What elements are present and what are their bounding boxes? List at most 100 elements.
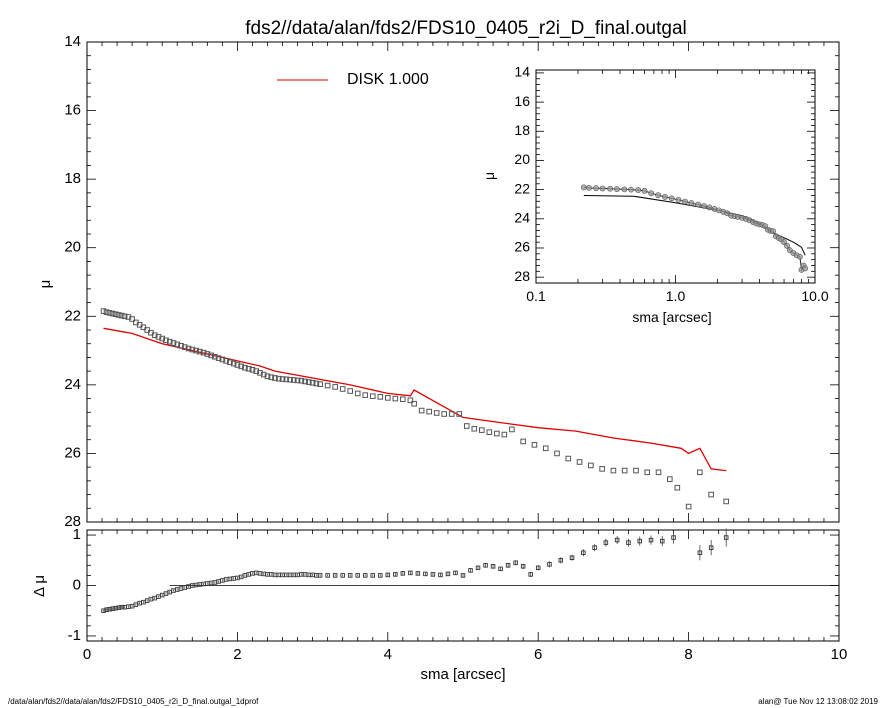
residual-marker	[347, 573, 353, 578]
residual-point	[445, 571, 451, 577]
inset-profile-point	[802, 265, 809, 272]
residual-point	[101, 608, 106, 613]
residual-point	[302, 572, 308, 577]
main-y-tick-label: 18	[64, 170, 81, 187]
residual-marker	[660, 538, 665, 544]
residual-marker	[592, 545, 597, 550]
main-y-tick-label: 24	[64, 376, 81, 393]
residual-point	[163, 591, 169, 596]
residual-point	[152, 595, 157, 601]
inset-x-tick-label: 0.1	[526, 288, 546, 304]
residual-point	[242, 573, 248, 578]
profile-point	[400, 396, 406, 403]
main-y-tick-label: 28	[64, 513, 81, 530]
profile-point	[411, 400, 417, 407]
inset-y-axis-label: μ	[481, 172, 497, 180]
residual-point	[156, 594, 161, 599]
inset-profile-point	[621, 186, 628, 193]
residual-point	[250, 571, 255, 576]
residual-point	[119, 604, 124, 610]
residual-point	[137, 600, 142, 606]
residual-point	[558, 557, 564, 564]
profile-point	[633, 467, 639, 474]
profile-point	[287, 376, 293, 383]
residual-point	[272, 572, 278, 578]
residual-point	[325, 573, 330, 578]
profile-point	[181, 344, 188, 350]
inset-profile-point	[701, 203, 707, 209]
main-x-axis-label: sma [arcsec]	[420, 666, 505, 683]
residual-marker	[317, 573, 323, 578]
residual-point	[238, 574, 244, 580]
profile-point	[588, 462, 594, 469]
profile-point	[112, 311, 119, 318]
x-tick-label: 6	[534, 646, 542, 663]
residual-point	[423, 571, 428, 577]
residual-point	[205, 581, 210, 586]
residual-point	[295, 572, 300, 578]
footer-file-path: /data/alan/fds2//data/alan/fds2/FDS10_04…	[8, 697, 259, 706]
profile-point	[599, 466, 605, 472]
disk-model-line	[103, 327, 727, 472]
inset-profile-point	[648, 190, 655, 197]
residual-point	[483, 563, 488, 568]
residual-marker	[116, 605, 121, 610]
residual-point	[116, 605, 121, 610]
inset-observed-series	[580, 184, 809, 273]
x-tick-label: 8	[684, 646, 692, 663]
residual-point	[159, 592, 165, 598]
residual-point	[291, 572, 297, 578]
profile-point	[441, 411, 447, 417]
profile-point	[369, 393, 376, 399]
profile-point	[253, 368, 259, 374]
profile-point	[257, 370, 263, 376]
residual-point	[430, 572, 436, 577]
legend-label: DISK 1.000	[347, 71, 429, 88]
profile-point	[407, 397, 414, 404]
residual-marker	[362, 573, 368, 578]
residual-marker	[332, 573, 338, 578]
residual-marker	[468, 568, 473, 573]
main-profile-panel: 14 16 18 20 22 24 26 28 μ DISK 1.000	[37, 33, 840, 530]
residual-point	[370, 573, 376, 578]
profile-point	[185, 345, 192, 352]
residual-point	[133, 602, 139, 607]
x-tick-label: 2	[233, 646, 241, 663]
residual-point	[148, 596, 154, 602]
residual-marker	[569, 555, 575, 561]
residual-point	[378, 573, 383, 578]
residual-point	[110, 606, 115, 611]
profile-point	[377, 394, 384, 400]
profile-point	[298, 377, 305, 384]
residual-point	[535, 565, 541, 571]
residual-point	[171, 588, 176, 593]
profile-point	[294, 377, 301, 384]
x-tick-label: 0	[83, 646, 91, 663]
residual-point	[193, 582, 199, 588]
profile-point	[667, 476, 673, 482]
residual-point	[528, 571, 533, 577]
residual-marker	[603, 540, 609, 545]
residual-point	[167, 589, 172, 595]
inset-profile-point	[613, 186, 620, 192]
residual-point	[104, 607, 109, 612]
residual-point	[257, 571, 263, 576]
residual-point	[408, 570, 413, 576]
residual-point	[306, 572, 312, 578]
residual-point	[265, 572, 270, 577]
profile-point	[129, 316, 135, 322]
residual-marker	[520, 564, 526, 569]
residual-point	[310, 572, 315, 578]
residual-point	[141, 599, 146, 605]
residual-marker	[104, 607, 109, 612]
profile-point	[174, 341, 181, 348]
residual-point	[498, 566, 503, 572]
residual-marker	[355, 573, 360, 578]
residual-marker	[671, 535, 676, 540]
inset-model-series	[583, 195, 806, 256]
inset-profile-point	[675, 196, 682, 203]
profile-point	[230, 360, 237, 367]
profile-point	[520, 438, 526, 445]
profile-point	[456, 411, 463, 417]
